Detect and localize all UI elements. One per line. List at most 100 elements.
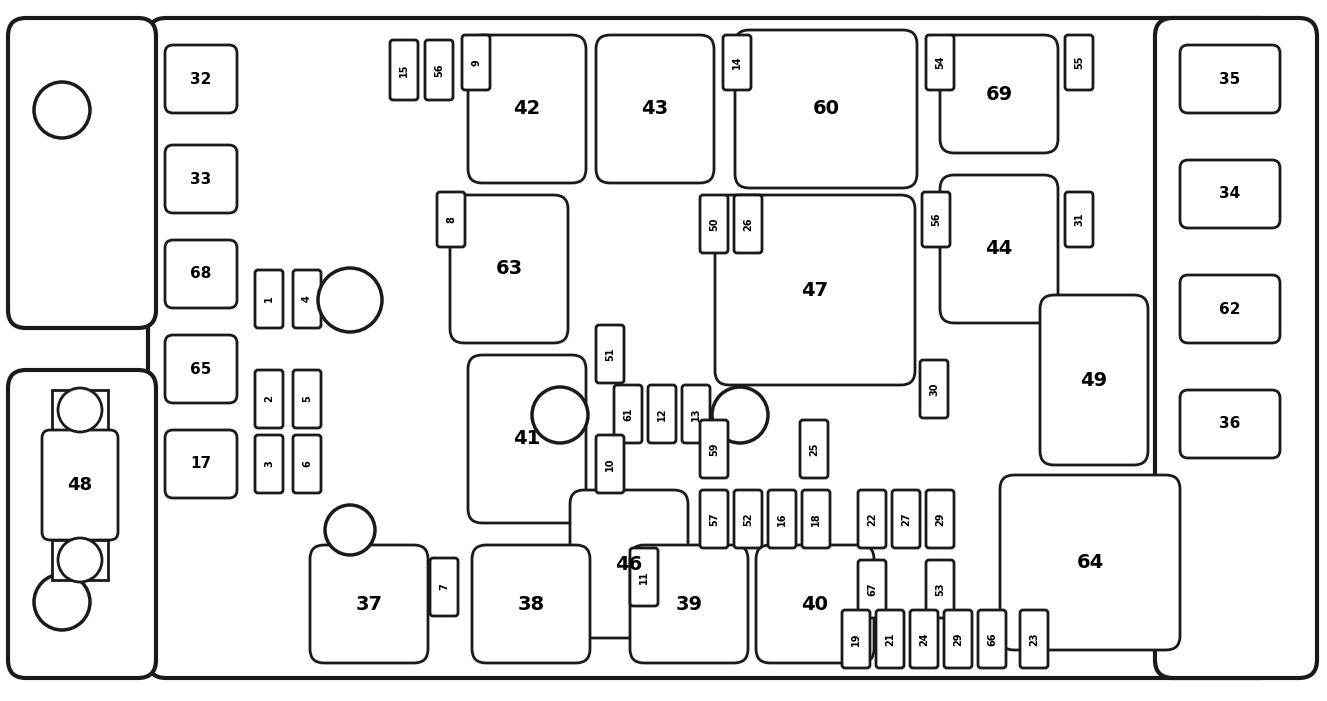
FancyBboxPatch shape (892, 490, 920, 548)
Circle shape (713, 387, 768, 443)
Text: 61: 61 (622, 407, 633, 421)
Bar (52, 540, 107, 580)
Text: 68: 68 (190, 266, 212, 282)
FancyBboxPatch shape (1180, 390, 1281, 458)
Text: 48: 48 (68, 476, 93, 494)
FancyBboxPatch shape (648, 385, 675, 443)
Bar (52, 390, 107, 430)
Text: 56: 56 (434, 63, 445, 76)
Circle shape (58, 538, 102, 582)
FancyBboxPatch shape (468, 35, 587, 183)
Text: 33: 33 (190, 172, 211, 186)
FancyBboxPatch shape (926, 490, 954, 548)
Text: 34: 34 (1220, 186, 1241, 201)
Text: 1: 1 (264, 296, 273, 302)
Text: 31: 31 (1074, 212, 1084, 226)
Text: 53: 53 (936, 583, 945, 596)
Text: 29: 29 (953, 632, 963, 646)
Text: 64: 64 (1076, 553, 1104, 572)
Text: 56: 56 (932, 212, 941, 226)
Text: 11: 11 (640, 570, 649, 584)
FancyBboxPatch shape (922, 192, 950, 247)
FancyBboxPatch shape (8, 370, 157, 678)
Circle shape (35, 574, 90, 630)
Text: 5: 5 (303, 395, 312, 402)
FancyBboxPatch shape (293, 370, 321, 428)
FancyBboxPatch shape (462, 35, 490, 90)
Text: 15: 15 (399, 63, 409, 76)
FancyBboxPatch shape (42, 430, 118, 540)
Text: 49: 49 (1080, 371, 1108, 390)
FancyBboxPatch shape (614, 385, 642, 443)
FancyBboxPatch shape (926, 35, 954, 90)
Text: 38: 38 (518, 594, 544, 613)
Text: 47: 47 (802, 280, 828, 299)
FancyBboxPatch shape (571, 490, 687, 638)
Text: 62: 62 (1220, 301, 1241, 316)
FancyBboxPatch shape (630, 545, 748, 663)
Text: 21: 21 (885, 632, 894, 646)
FancyBboxPatch shape (701, 490, 729, 548)
Text: 60: 60 (812, 100, 840, 118)
Circle shape (532, 387, 588, 443)
Text: 29: 29 (936, 512, 945, 526)
Text: 41: 41 (514, 430, 540, 449)
FancyBboxPatch shape (1066, 192, 1093, 247)
Text: 12: 12 (657, 407, 667, 421)
Text: 57: 57 (709, 512, 719, 526)
FancyBboxPatch shape (723, 35, 751, 90)
Text: 17: 17 (191, 456, 211, 472)
FancyBboxPatch shape (1040, 295, 1148, 465)
FancyBboxPatch shape (1180, 45, 1281, 113)
Text: 36: 36 (1220, 416, 1241, 432)
Text: 13: 13 (691, 407, 701, 421)
FancyBboxPatch shape (165, 335, 238, 403)
Text: 37: 37 (356, 594, 382, 613)
FancyBboxPatch shape (926, 560, 954, 618)
FancyBboxPatch shape (940, 175, 1058, 323)
FancyBboxPatch shape (293, 435, 321, 493)
FancyBboxPatch shape (8, 18, 157, 328)
Text: 6: 6 (303, 461, 312, 468)
FancyBboxPatch shape (756, 545, 874, 663)
FancyBboxPatch shape (859, 560, 886, 618)
FancyBboxPatch shape (940, 35, 1058, 153)
Text: 42: 42 (514, 100, 540, 118)
FancyBboxPatch shape (1180, 275, 1281, 343)
FancyBboxPatch shape (430, 558, 458, 616)
Circle shape (58, 388, 102, 432)
Text: 40: 40 (802, 594, 828, 613)
FancyBboxPatch shape (450, 195, 568, 343)
FancyBboxPatch shape (715, 195, 916, 385)
Text: 35: 35 (1220, 72, 1241, 86)
FancyBboxPatch shape (630, 548, 658, 606)
FancyBboxPatch shape (682, 385, 710, 443)
Text: 44: 44 (986, 240, 1013, 259)
FancyBboxPatch shape (734, 490, 762, 548)
FancyBboxPatch shape (978, 610, 1006, 668)
FancyBboxPatch shape (734, 195, 762, 253)
FancyBboxPatch shape (437, 192, 464, 247)
Text: 46: 46 (616, 554, 642, 573)
Text: 66: 66 (987, 632, 997, 646)
FancyBboxPatch shape (165, 145, 238, 213)
FancyBboxPatch shape (596, 325, 624, 383)
FancyBboxPatch shape (910, 610, 938, 668)
FancyBboxPatch shape (165, 240, 238, 308)
Text: 3: 3 (264, 461, 273, 468)
FancyBboxPatch shape (701, 195, 729, 253)
Text: 2: 2 (264, 395, 273, 402)
Text: 24: 24 (920, 632, 929, 646)
Text: 59: 59 (709, 442, 719, 456)
FancyBboxPatch shape (596, 35, 714, 183)
Text: 54: 54 (936, 56, 945, 69)
Text: 18: 18 (811, 512, 821, 526)
Text: 51: 51 (605, 347, 614, 361)
FancyBboxPatch shape (390, 40, 418, 100)
Circle shape (325, 505, 376, 555)
FancyBboxPatch shape (800, 420, 828, 478)
Text: 4: 4 (303, 296, 312, 302)
Circle shape (35, 82, 90, 138)
FancyBboxPatch shape (165, 45, 238, 113)
Text: 50: 50 (709, 217, 719, 231)
